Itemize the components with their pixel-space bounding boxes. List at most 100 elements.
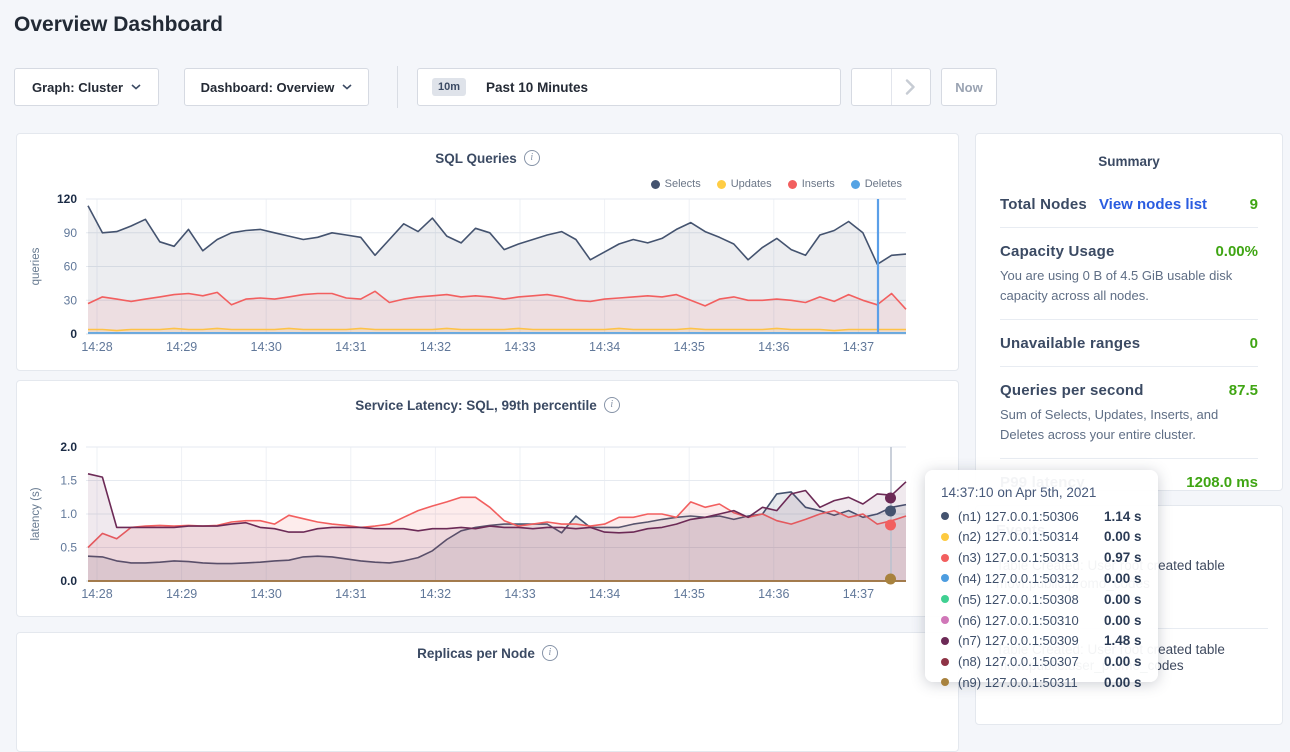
x-axis-tick-label: 14:28 bbox=[81, 340, 112, 354]
time-range-selector[interactable]: 10m Past 10 Minutes bbox=[417, 68, 841, 106]
node-address: (n5) 127.0.0.1:50308 bbox=[958, 592, 1104, 607]
dashboard-dropdown[interactable]: Dashboard: Overview bbox=[184, 68, 369, 106]
x-axis-tick-label: 14:31 bbox=[335, 340, 366, 354]
x-axis-tick-label: 14:30 bbox=[251, 340, 282, 354]
x-axis-tick-label: 14:33 bbox=[504, 340, 535, 354]
x-axis-tick-label: 14:29 bbox=[166, 340, 197, 354]
y-axis-tick-label: 1.5 bbox=[60, 474, 77, 488]
toolbar-divider bbox=[397, 66, 398, 108]
node-color-dot bbox=[941, 554, 949, 562]
node-latency-value: 0.00 s bbox=[1104, 592, 1142, 607]
capacity-usage-label: Capacity Usage bbox=[1000, 243, 1115, 260]
chevron-down-icon bbox=[342, 84, 352, 90]
node-address: (n1) 127.0.0.1:50306 bbox=[958, 509, 1104, 524]
replicas-per-node-card: Replicas per Node i bbox=[16, 632, 959, 752]
p99-latency-value: 1208.0 ms bbox=[1186, 474, 1258, 491]
x-axis-tick-label: 14:34 bbox=[589, 587, 620, 601]
y-axis-tick-label: 0 bbox=[70, 327, 77, 341]
node-color-dot bbox=[941, 637, 949, 645]
node-color-dot bbox=[941, 616, 949, 624]
chart-hover-tooltip: 14:37:10 on Apr 5th, 2021 (n1) 127.0.0.1… bbox=[925, 470, 1158, 682]
qps-value: 87.5 bbox=[1229, 382, 1258, 399]
x-axis-tick-label: 14:36 bbox=[758, 340, 789, 354]
graph-dropdown[interactable]: Graph: Cluster bbox=[14, 68, 159, 106]
node-latency-value: 0.00 s bbox=[1104, 571, 1142, 586]
x-axis-tick-label: 14:35 bbox=[674, 340, 705, 354]
y-axis-tick-label: 120 bbox=[57, 192, 77, 206]
capacity-usage-description: You are using 0 B of 4.5 GiB usable disk… bbox=[1000, 260, 1258, 305]
qps-description: Sum of Selects, Updates, Inserts, and De… bbox=[1000, 399, 1258, 444]
x-axis-tick-label: 14:36 bbox=[758, 587, 789, 601]
summary-title: Summary bbox=[1000, 134, 1258, 169]
node-address: (n3) 127.0.0.1:50313 bbox=[958, 550, 1104, 565]
time-back-button[interactable] bbox=[852, 69, 891, 105]
service-latency-card: Service Latency: SQL, 99th percentile i … bbox=[16, 380, 959, 617]
time-forward-button[interactable] bbox=[891, 69, 931, 105]
chevron-left-icon bbox=[866, 79, 877, 95]
x-axis-tick-label: 14:33 bbox=[504, 587, 535, 601]
unavailable-ranges-label: Unavailable ranges bbox=[1000, 335, 1140, 352]
node-address: (n7) 127.0.0.1:50309 bbox=[958, 633, 1104, 648]
dashboard-dropdown-label: Dashboard: Overview bbox=[201, 80, 335, 95]
x-axis-tick-label: 14:28 bbox=[81, 587, 112, 601]
x-axis-tick-label: 14:37 bbox=[843, 340, 874, 354]
tooltip-node-row: (n6) 127.0.0.1:503100.00 s bbox=[941, 611, 1142, 629]
hover-point-dot bbox=[885, 493, 896, 504]
x-axis-tick-label: 14:30 bbox=[251, 587, 282, 601]
node-address: (n9) 127.0.0.1:50311 bbox=[958, 675, 1104, 690]
hover-point-dot bbox=[885, 574, 896, 585]
y-axis-title: queries bbox=[30, 247, 42, 285]
now-button[interactable]: Now bbox=[941, 68, 997, 106]
capacity-usage-value: 0.00% bbox=[1215, 243, 1258, 260]
node-color-dot bbox=[941, 512, 949, 520]
node-address: (n6) 127.0.0.1:50310 bbox=[958, 613, 1104, 628]
view-nodes-list-link[interactable]: View nodes list bbox=[1099, 196, 1207, 213]
node-latency-value: 0.00 s bbox=[1104, 654, 1142, 669]
tooltip-timestamp: 14:37:10 on Apr 5th, 2021 bbox=[941, 485, 1142, 500]
hover-point-dot bbox=[885, 520, 896, 531]
y-axis-title: latency (s) bbox=[30, 487, 42, 540]
x-axis-tick-label: 14:34 bbox=[589, 340, 620, 354]
tooltip-node-row: (n7) 127.0.0.1:503091.48 s bbox=[941, 632, 1142, 650]
node-color-dot bbox=[941, 574, 949, 582]
y-axis-tick-label: 0.0 bbox=[60, 574, 77, 588]
node-latency-value: 0.97 s bbox=[1104, 550, 1142, 565]
tooltip-node-row: (n8) 127.0.0.1:503070.00 s bbox=[941, 652, 1142, 670]
node-latency-value: 0.00 s bbox=[1104, 675, 1142, 690]
chevron-down-icon bbox=[814, 84, 826, 91]
node-address: (n4) 127.0.0.1:50312 bbox=[958, 571, 1104, 586]
time-range-badge: 10m bbox=[432, 78, 466, 96]
node-color-dot bbox=[941, 595, 949, 603]
sql-queries-chart[interactable]: 030609012014:2814:2914:3014:3114:3214:33… bbox=[17, 134, 960, 372]
qps-label: Queries per second bbox=[1000, 382, 1144, 399]
node-color-dot bbox=[941, 678, 949, 686]
tooltip-node-row: (n1) 127.0.0.1:503061.14 s bbox=[941, 507, 1142, 525]
y-axis-tick-label: 90 bbox=[64, 226, 78, 240]
node-latency-value: 1.48 s bbox=[1104, 633, 1142, 648]
node-color-dot bbox=[941, 658, 949, 666]
summary-panel: Summary Total Nodes View nodes list 9 Ca… bbox=[975, 133, 1283, 491]
node-address: (n8) 127.0.0.1:50307 bbox=[958, 654, 1104, 669]
node-color-dot bbox=[941, 533, 949, 541]
x-axis-tick-label: 14:31 bbox=[335, 587, 366, 601]
y-axis-tick-label: 60 bbox=[64, 260, 78, 274]
tooltip-node-row: (n5) 127.0.0.1:503080.00 s bbox=[941, 590, 1142, 608]
tooltip-node-row: (n3) 127.0.0.1:503130.97 s bbox=[941, 549, 1142, 567]
x-axis-tick-label: 14:29 bbox=[166, 587, 197, 601]
replicas-per-node-title: Replicas per Node bbox=[417, 646, 535, 661]
x-axis-tick-label: 14:37 bbox=[843, 587, 874, 601]
info-icon[interactable]: i bbox=[542, 645, 558, 661]
sql-queries-card: SQL Queries i SelectsUpdatesInsertsDelet… bbox=[16, 133, 959, 371]
x-axis-tick-label: 14:32 bbox=[420, 587, 451, 601]
service-latency-chart[interactable]: 0.00.51.01.52.014:2814:2914:3014:3114:32… bbox=[17, 381, 960, 618]
time-range-label: Past 10 Minutes bbox=[486, 80, 588, 95]
hover-point-dot bbox=[885, 506, 896, 517]
node-latency-value: 0.00 s bbox=[1104, 613, 1142, 628]
x-axis-tick-label: 14:32 bbox=[420, 340, 451, 354]
total-nodes-value: 9 bbox=[1250, 196, 1258, 213]
y-axis-tick-label: 1.0 bbox=[60, 507, 77, 521]
page-title: Overview Dashboard bbox=[14, 13, 223, 37]
time-step-buttons bbox=[851, 68, 931, 106]
total-nodes-label: Total Nodes bbox=[1000, 196, 1087, 213]
chevron-down-icon bbox=[131, 84, 141, 90]
